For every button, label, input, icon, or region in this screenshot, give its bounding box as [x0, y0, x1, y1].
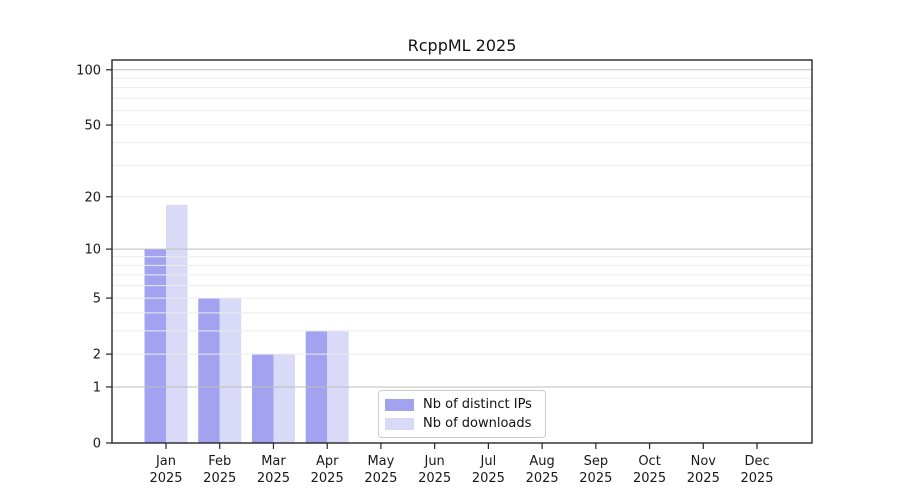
x-tick-label-year: 2025 [579, 471, 612, 486]
chart-bar [273, 354, 295, 443]
x-tick-label-month: Jul [480, 454, 497, 469]
x-tick-label-year: 2025 [472, 471, 505, 486]
chart-bar [198, 298, 220, 443]
chart-title: RcppML 2025 [407, 36, 517, 55]
chart-bar [144, 249, 166, 443]
x-tick-label-year: 2025 [740, 471, 773, 486]
x-tick-label-year: 2025 [633, 471, 666, 486]
x-tick-label-year: 2025 [311, 471, 344, 486]
x-tick-label-year: 2025 [364, 471, 397, 486]
x-tick-label-month: Jan [155, 454, 176, 469]
legend-item-distinct-ips: Nb of distinct IPs [385, 397, 535, 412]
legend-item-downloads: Nb of downloads [385, 416, 535, 431]
x-tick-label-month: Oct [638, 454, 660, 469]
chart-bar [219, 298, 242, 443]
x-tick-label-month: Apr [316, 454, 339, 469]
x-tick-label-year: 2025 [418, 471, 451, 486]
y-tick-label: 50 [84, 119, 101, 134]
x-tick-label-year: 2025 [687, 471, 720, 486]
x-tick-label-year: 2025 [203, 471, 236, 486]
legend-label-downloads: Nb of downloads [423, 416, 532, 431]
x-tick-label-month: May [367, 454, 394, 469]
x-tick-label-month: Nov [691, 454, 717, 469]
y-tick-label: 100 [76, 63, 101, 78]
x-tick-label-month: Mar [261, 454, 286, 469]
legend: Nb of distinct IPs Nb of downloads [378, 390, 546, 438]
chart-bar [166, 204, 188, 443]
x-tick-label-month: Aug [529, 454, 554, 469]
x-tick-label-month: Sep [584, 454, 609, 469]
legend-swatch-distinct-ips [385, 398, 414, 411]
y-tick-label: 20 [84, 190, 101, 205]
y-tick-label: 1 [93, 380, 101, 395]
x-tick-label-month: Dec [744, 454, 769, 469]
chart-bar [251, 354, 274, 443]
legend-label-distinct-ips: Nb of distinct IPs [423, 397, 532, 412]
legend-swatch-downloads [385, 417, 414, 430]
x-tick-label-month: Jun [423, 454, 444, 469]
x-tick-label-month: Feb [208, 454, 231, 469]
x-tick-label-year: 2025 [257, 471, 290, 486]
y-tick-label: 2 [93, 348, 101, 363]
x-tick-label-year: 2025 [149, 471, 182, 486]
y-tick-label: 10 [84, 243, 101, 258]
plot-frame [111, 59, 813, 444]
y-tick-label: 0 [93, 437, 101, 452]
y-tick-label: 5 [93, 292, 101, 307]
x-tick-label-year: 2025 [526, 471, 559, 486]
